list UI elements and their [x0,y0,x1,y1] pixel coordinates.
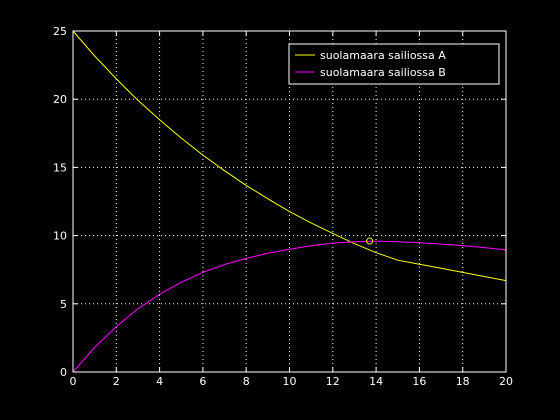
ticks: 0 2 4 6 8 10 12 14 16 18 20 0 5 10 15 20 25 [53,25,513,388]
x-tick-label: 6 [199,375,206,388]
marker-layer [366,237,374,245]
x-tick-label: 0 [70,375,77,388]
y-tick-label: 0 [60,366,67,379]
x-tick-label: 10 [283,375,297,388]
y-tick-label: 5 [60,298,67,311]
y-tick-label: 25 [53,25,67,38]
x-tick-label: 16 [412,375,426,388]
y-tick-label: 10 [53,230,67,243]
series-line-b [72,240,507,373]
y-tick-label: 15 [53,161,67,174]
x-tick-label: 14 [369,375,383,388]
legend-label: suolamaara sailiossa A [320,49,446,62]
x-tick-label: 2 [113,375,120,388]
intersection-marker [366,237,374,245]
y-tick-label: 20 [53,93,67,106]
x-tick-label: 18 [456,375,470,388]
series-line-a [72,30,507,282]
legend-box [288,43,500,85]
x-tick-label: 20 [499,375,513,388]
x-tick-label: 12 [326,375,340,388]
legend-label: suolamaara sailiossa B [320,66,446,79]
legend: suolamaara sailiossa A suolamaara sailios… [288,43,500,85]
x-tick-label: 4 [156,375,163,388]
x-tick-label: 8 [243,375,250,388]
series-layer [72,30,507,373]
